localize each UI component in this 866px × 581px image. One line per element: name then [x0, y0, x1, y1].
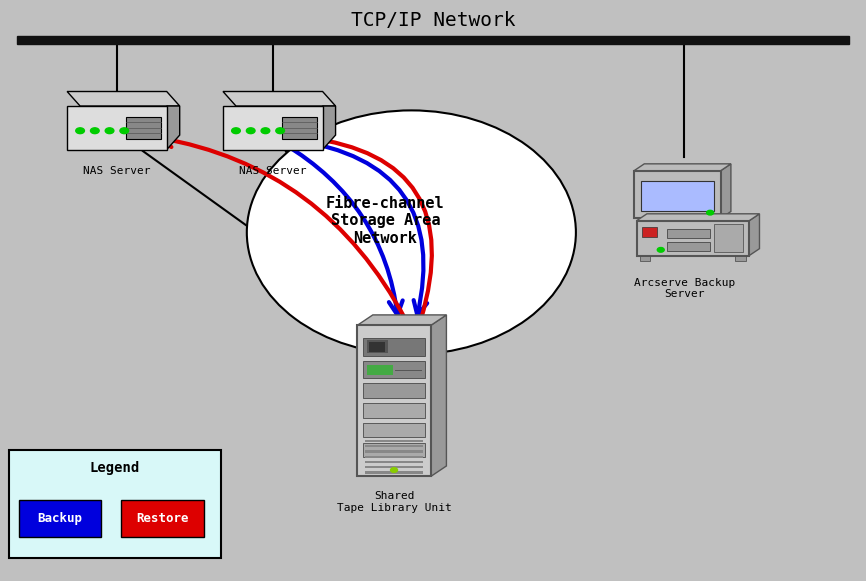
Bar [367, 340, 389, 353]
Bar [667, 242, 710, 251]
Circle shape [91, 128, 99, 134]
Bar [364, 361, 425, 378]
Bar [364, 383, 425, 398]
Text: Shared
Tape Library Unit: Shared Tape Library Unit [337, 491, 451, 512]
Bar [365, 466, 423, 468]
Bar [365, 440, 423, 442]
Text: Legend: Legend [89, 461, 140, 475]
Polygon shape [430, 315, 447, 476]
Circle shape [247, 128, 255, 134]
Bar [19, 500, 101, 537]
Bar [365, 471, 423, 474]
Circle shape [106, 128, 114, 134]
Bar [653, 224, 701, 231]
Polygon shape [637, 214, 759, 221]
Polygon shape [721, 164, 731, 218]
Polygon shape [322, 106, 335, 149]
Circle shape [275, 128, 284, 134]
Text: NAS Server: NAS Server [239, 166, 307, 176]
Bar [365, 456, 423, 458]
Text: Restore: Restore [136, 512, 189, 525]
Bar [640, 256, 650, 261]
Circle shape [391, 468, 397, 472]
Bar [370, 342, 385, 352]
Bar [364, 443, 425, 457]
Bar [121, 500, 204, 537]
Bar [735, 256, 746, 261]
Bar [365, 461, 423, 463]
Text: TCP/IP Network: TCP/IP Network [351, 11, 515, 30]
Bar [364, 423, 425, 437]
Circle shape [657, 248, 664, 252]
Polygon shape [223, 91, 335, 106]
Bar [364, 403, 425, 418]
Text: NAS Server: NAS Server [83, 166, 151, 176]
Bar [634, 171, 721, 218]
Bar [9, 450, 221, 558]
Text: Arcserve Backup
Server: Arcserve Backup Server [634, 278, 734, 299]
Polygon shape [358, 315, 447, 325]
Bar [367, 365, 392, 375]
Bar [641, 181, 714, 211]
Polygon shape [634, 164, 731, 171]
Bar [365, 445, 423, 447]
Circle shape [262, 128, 269, 134]
Circle shape [707, 210, 714, 215]
Bar [365, 450, 423, 453]
Polygon shape [166, 106, 180, 149]
Circle shape [120, 128, 129, 134]
Circle shape [76, 128, 85, 134]
Bar [714, 224, 743, 252]
Text: Backup: Backup [38, 512, 82, 525]
Circle shape [231, 128, 241, 134]
Bar [223, 106, 322, 149]
Bar [642, 227, 657, 237]
Text: Fibre-channel
Storage Area
Network: Fibre-channel Storage Area Network [326, 196, 444, 246]
Bar [17, 36, 849, 44]
Bar [364, 338, 425, 356]
Polygon shape [749, 214, 759, 256]
Bar [282, 117, 317, 139]
Bar [637, 221, 749, 256]
Bar [667, 229, 710, 238]
Polygon shape [68, 91, 180, 106]
Ellipse shape [247, 110, 576, 354]
Bar [68, 106, 166, 149]
Bar [358, 325, 431, 476]
Bar [126, 117, 161, 139]
